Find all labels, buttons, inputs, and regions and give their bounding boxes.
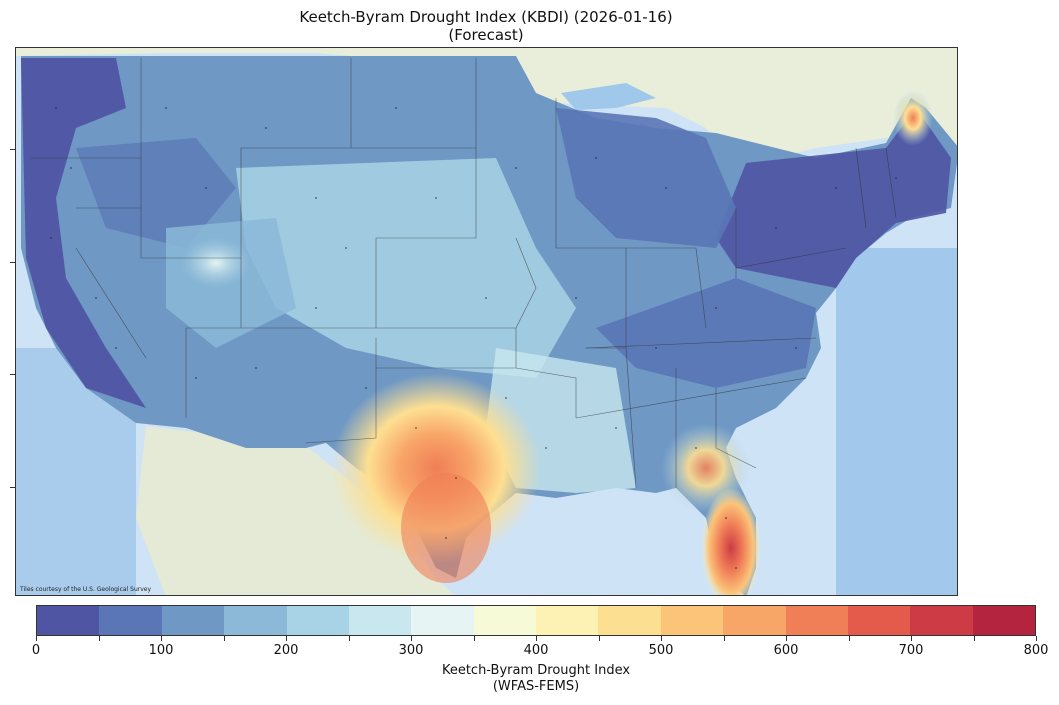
colorbar-tick-label: 300 — [398, 643, 424, 658]
colorbar-segment — [348, 606, 412, 635]
colorbar-tick — [911, 636, 912, 641]
colorbar-tick — [286, 636, 287, 641]
colorbar-segment — [910, 606, 973, 635]
map-panel[interactable]: Tiles courtesy of the U.S. Geological Su… — [15, 47, 958, 596]
utah-light — [181, 238, 251, 288]
y-tick — [10, 374, 15, 375]
colorbar-segment — [785, 606, 848, 635]
colorbar-label-line2: (WFAS-FEMS) — [492, 679, 580, 694]
colorbar-segment — [99, 606, 162, 635]
atlantic-deep — [836, 248, 957, 595]
map-title-line2: (Forecast) — [448, 26, 524, 44]
tile-credit: Tiles courtesy of the U.S. Geological Su… — [20, 586, 152, 593]
plains-dry — [236, 158, 576, 378]
colorbar-label-line1: Keetch-Byram Drought Index — [441, 663, 631, 678]
drought-map — [16, 48, 957, 595]
great-lakes-wet — [556, 108, 736, 248]
colorbar-tick — [848, 636, 850, 641]
colorbar-tick-label: 0 — [31, 643, 41, 658]
state-borders — [31, 58, 897, 489]
y-tick — [10, 262, 15, 263]
colorbar-tick — [536, 636, 537, 641]
colorbar-tick — [161, 636, 162, 641]
colorbar-segment — [536, 606, 599, 635]
colorbar-segment — [411, 606, 474, 635]
northeast-wet — [716, 108, 951, 288]
station-markers — [50, 107, 897, 569]
florida-drought — [701, 488, 761, 595]
colorbar-title: Keetch-Byram Drought Index (WFAS-FEMS) — [36, 663, 1036, 695]
colorbar-tick-label: 500 — [648, 643, 674, 658]
colorbar-segment — [660, 606, 724, 635]
y-tick — [10, 487, 15, 488]
colorbar-segment — [473, 606, 536, 635]
colorbar-tick — [348, 636, 350, 641]
colorbar-segment — [847, 606, 911, 635]
colorbar-tick — [973, 636, 975, 641]
ohio-valley-wet — [596, 278, 816, 388]
colorbar-tick-label: 700 — [898, 643, 924, 658]
colorbar-tick — [786, 636, 787, 641]
northwest-interior — [76, 138, 236, 248]
colorbar-tick — [1036, 636, 1037, 641]
colorbar: 0 100 200 300 400 500 600 700 800 — [32, 605, 1048, 658]
colorbar-tick — [598, 636, 600, 641]
colorbar-tick — [36, 636, 37, 641]
colorbar-segment — [972, 606, 1035, 635]
west-coast-wet — [21, 58, 146, 408]
colorbar-tick-label: 600 — [773, 643, 799, 658]
maine-drought — [893, 90, 933, 146]
colorbar-segment — [37, 606, 100, 635]
lake-superior — [561, 83, 656, 110]
colorbar-tick-label: 800 — [1023, 643, 1049, 658]
colorbar-segment — [286, 606, 349, 635]
colorbar-tick — [411, 636, 412, 641]
colorbar-tick — [723, 636, 725, 641]
south-texas-core — [401, 473, 491, 583]
colorbar-tick-label: 200 — [273, 643, 299, 658]
map-title-line1: Keetch-Byram Drought Index (KBDI) (2026-… — [299, 8, 673, 26]
colorbar-segment — [161, 606, 225, 635]
y-tick — [10, 149, 15, 150]
mexico-land — [136, 426, 454, 595]
colorbar-tick — [661, 636, 662, 641]
colorbar-tick-label: 400 — [523, 643, 549, 658]
colorbar-tick-label: 100 — [148, 643, 174, 658]
colorbar-segment — [224, 606, 287, 635]
colorbar-segment — [598, 606, 661, 635]
colorbar-tick — [223, 636, 225, 641]
colorbar-tick — [98, 636, 100, 641]
colorbar-tick — [473, 636, 475, 641]
colorbar-bar — [36, 605, 1036, 636]
map-title: Keetch-Byram Drought Index (KBDI) (2026-… — [0, 8, 972, 44]
colorbar-segment — [723, 606, 786, 635]
